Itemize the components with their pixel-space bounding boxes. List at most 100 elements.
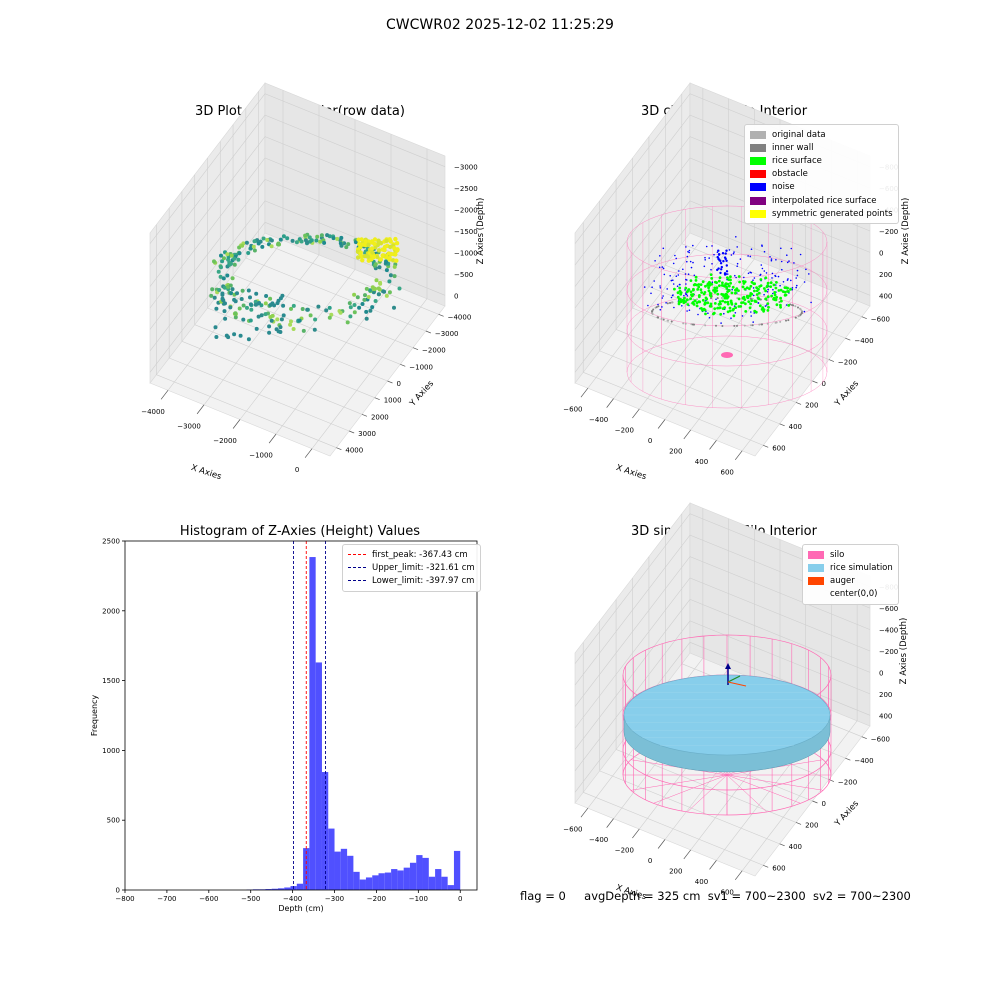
p2-rice-point [695, 301, 699, 305]
p1-grid-y [245, 257, 426, 332]
histogram-bar [397, 870, 404, 890]
p2-rice-point [734, 306, 738, 309]
p1-data-point [378, 281, 383, 286]
p2-wall-point [716, 297, 719, 300]
p1-data-point [269, 238, 274, 243]
histogram-bar [315, 662, 322, 890]
swatch [750, 156, 766, 165]
p2-rice-point [772, 283, 776, 287]
p2-rice-point [695, 283, 698, 287]
p1-data-point [331, 236, 336, 241]
p2-noise-point [717, 253, 721, 256]
p2-noise-point [658, 266, 661, 269]
p1-ytick-label: 1000 [384, 397, 402, 405]
p2-rice-point [713, 307, 717, 310]
panel1-3d-raw-scatter: −4000 −3000 −2000 −1000 0 4000 3000 2000 1000 0 −1… [141, 82, 486, 482]
p2-noise-point [795, 277, 797, 279]
p1-data-point [272, 303, 277, 308]
legend-item-original-data: original data [750, 128, 893, 141]
x-tick-label: −600 [199, 895, 218, 903]
swatch [808, 550, 824, 559]
p2-noise-point [736, 246, 738, 248]
p1-ytick-label: 4000 [345, 447, 363, 455]
p4-xtick-label: −600 [563, 826, 582, 834]
histogram-bar [347, 855, 354, 890]
x-axis-label: Depth (cm) [278, 904, 323, 913]
legend-item-lower-limit: Lower_limit: -397.97 cm [348, 574, 475, 587]
p1-data-point [384, 268, 389, 273]
p2-noise-point [752, 287, 755, 289]
p2-rice-point [753, 299, 757, 303]
p1-data-point [388, 239, 393, 244]
p2-wall-point [758, 323, 761, 326]
p1-xtick-mark [160, 390, 169, 400]
p4-xtick-mark [657, 839, 666, 849]
p1-data-point [388, 244, 393, 250]
p2-noise-point [767, 288, 769, 291]
p2-rice-point [770, 294, 773, 298]
p1-data-point [364, 316, 369, 321]
p2-noise-point [688, 309, 691, 312]
p2-wall-point [696, 298, 698, 301]
p1-data-point [377, 257, 383, 262]
p2-rice-point [708, 304, 712, 308]
p1-data-point [387, 290, 392, 295]
x-tick-label: −800 [115, 895, 134, 903]
p2-noise-point [679, 283, 681, 286]
p2-rice-point [731, 285, 735, 289]
p1-data-point [281, 313, 286, 318]
p2-noise-point [715, 298, 717, 301]
p2-noise-point [780, 260, 783, 263]
p2-noise-point [752, 279, 754, 282]
histogram-bar [303, 848, 310, 890]
p2-rice-point [757, 291, 761, 295]
p2-noise-point [716, 255, 719, 259]
p2-zlabel: Z Axies (Depth) [901, 198, 911, 265]
p1-data-point [345, 320, 350, 325]
histogram-bar [334, 851, 341, 890]
p2-xtick-label: 200 [669, 447, 682, 455]
p2-noise-point [716, 251, 719, 253]
p2-rice-point [723, 306, 726, 309]
x-tick-label: −200 [367, 895, 386, 903]
p1-data-point [352, 303, 357, 307]
p2-wall-point [779, 320, 782, 323]
p2-noise-point [757, 302, 760, 304]
p2-noise-point [808, 273, 810, 275]
p1-data-point [394, 241, 400, 246]
p1-data-point [301, 328, 306, 333]
p1-data-point [384, 293, 389, 298]
p2-noise-point [734, 274, 736, 277]
p1-data-point [335, 236, 340, 241]
p2-rice-point [713, 288, 717, 292]
p1-data-point [225, 252, 230, 257]
legend-item-rice-simulation: rice simulation [808, 561, 893, 574]
legend-label: Lower_limit: -397.97 cm [372, 575, 475, 586]
p2-wall-point [736, 324, 738, 327]
p2-noise-point [763, 250, 766, 253]
p2-noise-point [710, 268, 712, 271]
p2-wall-point [785, 319, 787, 322]
p2-rice-point [754, 310, 758, 314]
p2-rice-point [753, 289, 756, 293]
p1-xtick-label: −2000 [213, 437, 237, 445]
p4-xtick-label: 0 [648, 857, 652, 865]
p2-rice-point [774, 286, 778, 290]
p2-rice-point [676, 291, 680, 295]
p2-rice-point [741, 285, 745, 289]
p2-rice-point [697, 295, 701, 299]
p1-ztick-label: −2500 [454, 185, 478, 193]
p1-ytick-mark [387, 380, 393, 384]
p1-ylabel: Y Axies [407, 378, 436, 409]
p1-data-point [209, 293, 214, 298]
p2-rice-point [697, 283, 701, 286]
histogram-frame [124, 540, 478, 891]
p1-data-point [232, 332, 237, 337]
histogram-bar [284, 887, 291, 890]
p2-noise-point [704, 256, 706, 259]
p1-data-point [375, 254, 380, 260]
p2-rice-point [720, 284, 724, 287]
p2-rice-point [789, 287, 792, 291]
p1-ytick-label: 0 [397, 380, 401, 388]
p1-data-point [369, 240, 375, 245]
